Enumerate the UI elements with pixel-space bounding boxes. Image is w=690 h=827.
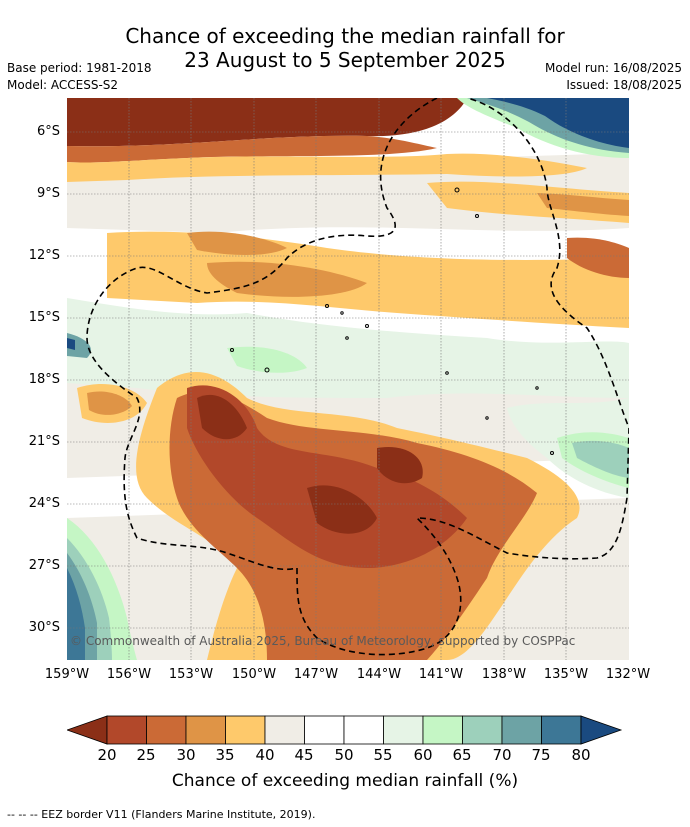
lon-label: 156°W	[106, 667, 152, 682]
colorbar-cell	[501, 715, 542, 745]
colorbar-tick: 40	[255, 746, 275, 764]
colorbar-cell	[383, 715, 424, 745]
colorbar-extend-high	[580, 715, 623, 745]
eez-footnote: -- -- -- EEZ border V11 (Flanders Marine…	[7, 808, 316, 821]
base-period: Base period: 1981-2018	[7, 61, 152, 75]
colorbar-cell	[541, 715, 582, 745]
colorbar-tick: 50	[334, 746, 354, 764]
lat-label: 6°S	[36, 124, 60, 139]
lon-label: 144°W	[356, 667, 402, 682]
model-run: Model run: 16/08/2025	[544, 61, 682, 75]
meta-right: Model run: 16/08/2025 Issued: 18/08/2025	[545, 60, 682, 94]
lat-label: 9°S	[36, 186, 60, 201]
lon-label: 153°W	[168, 667, 214, 682]
lat-label: 30°S	[28, 620, 60, 635]
copyright-notice: © Commonwealth of Australia 2025, Bureau…	[70, 634, 576, 648]
issued-date: Issued: 18/08/2025	[566, 78, 682, 92]
colorbar-cell	[462, 715, 503, 745]
lat-label: 21°S	[28, 434, 60, 449]
lon-label: 135°W	[543, 667, 589, 682]
colorbar-tick: 80	[571, 746, 591, 764]
meta-left: Base period: 1981-2018 Model: ACCESS-S2	[7, 60, 152, 94]
colorbar-label: Chance of exceeding median rainfall (%)	[171, 771, 519, 791]
colorbar-tick: 60	[413, 746, 433, 764]
colorbar	[67, 715, 623, 745]
colorbar-tick: 75	[531, 746, 551, 764]
colorbar-cell	[225, 715, 266, 745]
lon-label: 147°W	[293, 667, 339, 682]
rainfall-map	[67, 98, 629, 660]
colorbar-cell	[106, 715, 147, 745]
lat-label: 27°S	[28, 558, 60, 573]
lat-label: 12°S	[28, 248, 60, 263]
title-line-1: Chance of exceeding the median rainfall …	[125, 24, 565, 48]
colorbar-tick: 55	[373, 746, 393, 764]
colorbar-tick: 45	[294, 746, 314, 764]
lon-label: 138°W	[481, 667, 527, 682]
colorbar-tick: 30	[176, 746, 196, 764]
colorbar-tick: 65	[452, 746, 472, 764]
lat-label: 15°S	[28, 310, 60, 325]
colorbar-tick: 35	[215, 746, 235, 764]
lat-label: 24°S	[28, 496, 60, 511]
colorbar-cell	[185, 715, 226, 745]
lon-label: 159°W	[44, 667, 90, 682]
lon-label: 132°W	[605, 667, 651, 682]
lat-label: 18°S	[28, 372, 60, 387]
colorbar-extend-low	[67, 715, 108, 745]
colorbar-cell	[422, 715, 463, 745]
map-title: Chance of exceeding the median rainfall …	[0, 24, 690, 72]
lon-label: 150°W	[231, 667, 277, 682]
colorbar-cell	[146, 715, 187, 745]
title-line-2: 23 August to 5 September 2025	[184, 48, 506, 72]
colorbar-cell	[264, 715, 305, 745]
colorbar-tick: 20	[97, 746, 117, 764]
colorbar-tick: 25	[136, 746, 156, 764]
model-name: Model: ACCESS-S2	[7, 78, 119, 92]
colorbar-tick: 70	[492, 746, 512, 764]
map-canvas	[67, 98, 629, 660]
lon-label: 141°W	[418, 667, 464, 682]
colorbar-cell	[304, 715, 345, 745]
colorbar-cell	[343, 715, 384, 745]
